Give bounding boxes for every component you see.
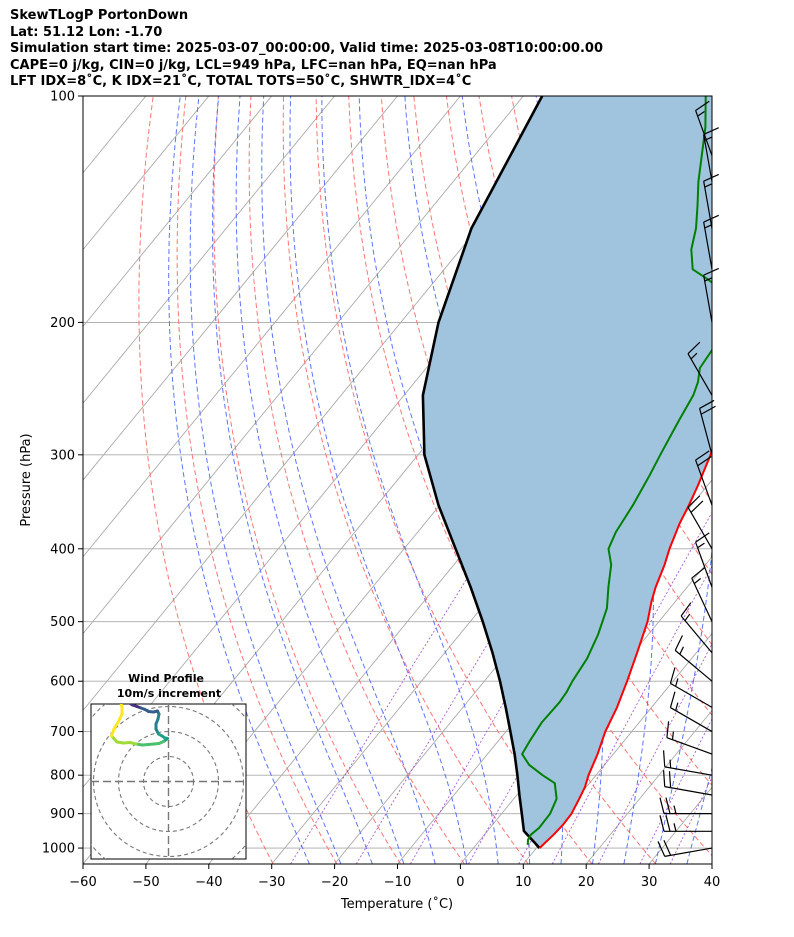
x-tick-label: 0 [456, 875, 464, 890]
chart-title: SkewTLogP PortonDown [10, 8, 189, 23]
indices-line-1: CAPE=0 j/kg, CIN=0 j/kg, LCL=949 hPa, LF… [10, 57, 497, 73]
dry-adiabat [138, 96, 274, 864]
hodograph-segment [119, 704, 124, 709]
inset-title: Wind Profile [128, 672, 204, 685]
x-tick-label: −20 [321, 875, 348, 890]
x-tick-label: −30 [258, 875, 285, 890]
isotherm-line [83, 96, 461, 558]
moist-adiabat [168, 96, 310, 864]
x-tick-label: 10 [515, 875, 532, 890]
time-line: Simulation start time: 2025-03-07_00:00:… [10, 41, 603, 57]
x-tick-label: 40 [704, 875, 721, 890]
mixing-ratio-line [468, 435, 712, 864]
moist-adiabat [358, 96, 531, 864]
wind-barb [703, 267, 719, 323]
y-tick-label: 200 [50, 316, 75, 331]
wind-barb [674, 635, 713, 682]
chart-header: SkewTLogP PortonDown Lat: 51.12 Lon: -1.… [10, 8, 603, 91]
isotherm-line [397, 479, 712, 864]
isotherm-line [711, 863, 712, 864]
dry-adiabat [740, 96, 794, 864]
hodograph [91, 682, 246, 859]
x-axis-label: Temperature (˚C) [340, 896, 453, 912]
wind-barb [669, 667, 713, 708]
dry-adiabat [213, 96, 402, 864]
parcel-path-line [421, 96, 544, 849]
wind-barb [659, 815, 712, 832]
moist-adiabat [718, 96, 794, 864]
profile-lines [421, 96, 712, 849]
moist-adiabat [211, 96, 373, 864]
temperature-line [538, 447, 712, 849]
dry-adiabat [282, 96, 529, 864]
mixing-ratio-line [355, 278, 712, 864]
x-tick-label: 20 [578, 875, 595, 890]
y-tick-label: 700 [50, 725, 75, 740]
moist-adiabat [235, 96, 405, 864]
wind-barb [698, 399, 716, 455]
wind-barb [691, 567, 713, 622]
wind-barbs [657, 100, 719, 857]
wind-profile-inset: Wind Profile 10m/s increment [90, 672, 247, 860]
y-tick-label: 300 [50, 448, 75, 463]
y-tick-label: 100 [50, 90, 75, 105]
wind-barb [662, 750, 713, 776]
hodograph-segment [117, 682, 118, 687]
wind-barb [687, 341, 713, 396]
dry-adiabat [706, 96, 712, 111]
y-tick-label: 600 [50, 675, 75, 690]
isotherm-line [522, 632, 712, 864]
indices-line-2: LFT IDX=8˚C, K IDX=21˚C, TOTAL TOTS=50˚C… [10, 74, 472, 90]
isotherm-line [83, 96, 335, 404]
dry-adiabat [176, 96, 338, 864]
wind-barb [695, 450, 713, 506]
x-tick-label: −60 [69, 875, 96, 890]
mixing-ratio-line [290, 193, 712, 864]
wind-barb [695, 532, 713, 588]
moist-adiabat [189, 96, 342, 864]
plot-area [83, 96, 794, 864]
y-tick-label: 400 [50, 542, 75, 557]
hodograph-segment [125, 700, 129, 703]
wind-barb [659, 797, 712, 815]
y-tick-label: 500 [50, 615, 75, 630]
wind-barb [657, 840, 713, 857]
isotherm-line [83, 96, 524, 635]
y-tick-label: 900 [50, 807, 75, 822]
y-tick-label: 800 [50, 769, 75, 784]
moist-adiabat [261, 96, 436, 864]
isotherm-line [585, 709, 712, 864]
cape-cin-shading [422, 96, 712, 849]
wind-barb [669, 691, 713, 733]
dewpoint-line [521, 96, 712, 845]
dry-adiabat [248, 96, 465, 864]
wind-barb [680, 602, 713, 654]
wind-barb [662, 770, 713, 796]
dry-adiabat [772, 96, 794, 864]
isotherm-line [83, 96, 210, 251]
location-line: Lat: 51.12 Lon: -1.70 [10, 24, 163, 40]
isotherm-line [83, 96, 84, 97]
wind-barb [687, 495, 713, 550]
isotherm-line [83, 96, 273, 328]
y-axis-label: Pressure (hPa) [19, 433, 34, 526]
x-tick-label: −10 [384, 875, 411, 890]
moist-adiabat [321, 96, 499, 864]
wind-barb [695, 100, 713, 156]
mixing-ratio-line [410, 352, 712, 864]
moist-adiabat [289, 96, 468, 864]
x-tick-label: −40 [195, 875, 222, 890]
y-axis-ticks: 1000 900 800 700 600 500 400 300 200 100 [42, 90, 83, 857]
inset-subtitle: 10m/s increment [117, 687, 221, 700]
x-tick-label: 30 [641, 875, 658, 890]
x-axis-ticks: −60 −50 −40 −30 −20 −10 0 10 20 30 40 [69, 864, 720, 890]
wind-barb [666, 721, 713, 755]
y-tick-label: 1000 [42, 842, 75, 857]
x-tick-label: −50 [132, 875, 159, 890]
